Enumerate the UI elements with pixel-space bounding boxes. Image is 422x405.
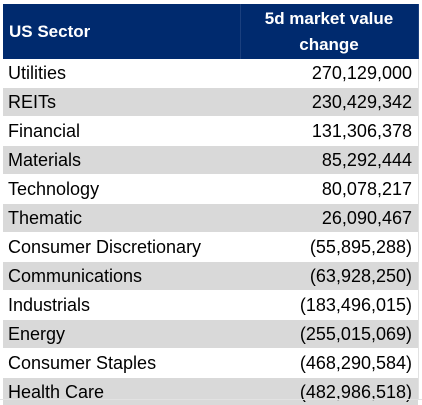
value-change-cell[interactable]: (468,290,584) xyxy=(240,348,418,378)
sector-value-table: US Sector 5d market value change Utiliti… xyxy=(3,4,419,405)
sector-cell[interactable]: REITs xyxy=(3,87,240,117)
table-row: Thematic 26,090,467 xyxy=(3,203,418,233)
column-header-sector[interactable]: US Sector xyxy=(3,4,241,59)
sector-cell[interactable]: Technology xyxy=(3,174,240,204)
sector-cell[interactable]: Consumer Discretionary xyxy=(3,232,240,262)
table-row: Industrials (183,496,015) xyxy=(3,290,418,320)
value-change-cell[interactable]: 270,129,000 xyxy=(240,59,418,88)
value-change-cell[interactable]: 26,090,467 xyxy=(240,203,418,233)
sector-cell[interactable]: Financial xyxy=(3,116,240,146)
table-row: Technology 80,078,217 xyxy=(3,174,418,204)
gridline-bottom xyxy=(0,399,422,400)
sector-cell[interactable]: Utilities xyxy=(3,59,240,88)
value-change-cell[interactable]: 85,292,444 xyxy=(240,145,418,175)
gridline-right xyxy=(418,59,419,399)
table-body: Utilities 270,129,000 REITs 230,429,342 Fina… xyxy=(3,59,418,405)
sector-cell[interactable]: Industrials xyxy=(3,290,240,320)
value-change-cell[interactable]: (183,496,015) xyxy=(240,290,418,320)
table-row: REITs 230,429,342 xyxy=(3,87,418,117)
table-row: Financial 131,306,378 xyxy=(3,116,418,146)
table-row: Utilities 270,129,000 xyxy=(3,59,418,88)
table-row: Consumer Discretionary (55,895,288) xyxy=(3,232,418,262)
table-row: Materials 85,292,444 xyxy=(3,145,418,175)
sector-cell[interactable]: Materials xyxy=(3,145,240,175)
value-change-cell[interactable]: 230,429,342 xyxy=(240,87,418,117)
value-change-cell[interactable]: (63,928,250) xyxy=(240,261,418,291)
column-header-value-change[interactable]: 5d market value change xyxy=(240,4,419,59)
table-row: Consumer Staples (468,290,584) xyxy=(3,348,418,378)
value-change-cell[interactable]: 80,078,217 xyxy=(240,174,418,204)
value-change-cell[interactable]: (482,986,518) xyxy=(240,377,418,405)
sector-cell[interactable]: Health Care xyxy=(3,377,240,405)
value-change-cell[interactable]: 131,306,378 xyxy=(240,116,418,146)
table-row: Energy (255,015,069) xyxy=(3,319,418,349)
table-row: Communications (63,928,250) xyxy=(3,261,418,291)
table-row: Health Care (482,986,518) xyxy=(3,377,418,405)
value-change-cell[interactable]: (255,015,069) xyxy=(240,319,418,349)
table-header-row: US Sector 5d market value change xyxy=(3,4,419,59)
sector-cell[interactable]: Communications xyxy=(3,261,240,291)
sector-cell[interactable]: Consumer Staples xyxy=(3,348,240,378)
sector-cell[interactable]: Thematic xyxy=(3,203,240,233)
sector-cell[interactable]: Energy xyxy=(3,319,240,349)
value-change-cell[interactable]: (55,895,288) xyxy=(240,232,418,262)
